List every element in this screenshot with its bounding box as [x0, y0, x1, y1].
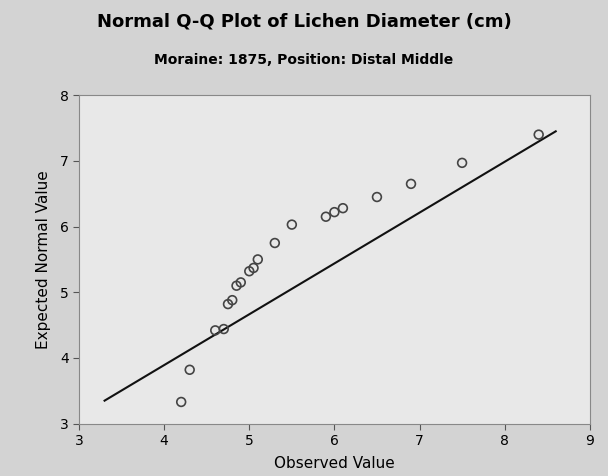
Point: [321, 213, 331, 220]
Point: [232, 282, 241, 289]
Text: Moraine: 1875, Position: Distal Middle: Moraine: 1875, Position: Distal Middle: [154, 52, 454, 67]
Point: [249, 264, 258, 272]
Point: [287, 221, 297, 228]
Point: [338, 204, 348, 212]
Point: [457, 159, 467, 167]
Point: [219, 325, 229, 333]
X-axis label: Observed Value: Observed Value: [274, 456, 395, 471]
Point: [236, 278, 246, 286]
Point: [372, 193, 382, 201]
Point: [227, 297, 237, 304]
Point: [185, 366, 195, 374]
Point: [176, 398, 186, 406]
Point: [406, 180, 416, 188]
Text: Normal Q-Q Plot of Lichen Diameter (cm): Normal Q-Q Plot of Lichen Diameter (cm): [97, 12, 511, 30]
Point: [244, 268, 254, 275]
Point: [270, 239, 280, 247]
Point: [223, 300, 233, 308]
Point: [210, 327, 220, 334]
Point: [253, 256, 263, 263]
Point: [330, 208, 339, 216]
Y-axis label: Expected Normal Value: Expected Normal Value: [36, 170, 52, 349]
Point: [534, 131, 544, 139]
